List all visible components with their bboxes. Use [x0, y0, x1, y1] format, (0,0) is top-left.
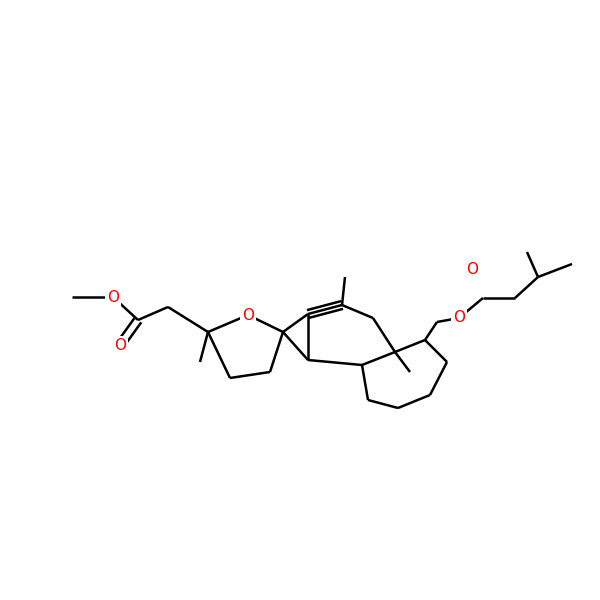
Text: O: O: [453, 311, 465, 325]
Text: O: O: [107, 289, 119, 304]
Text: O: O: [114, 337, 126, 352]
Text: O: O: [242, 307, 254, 323]
Text: O: O: [466, 263, 478, 277]
